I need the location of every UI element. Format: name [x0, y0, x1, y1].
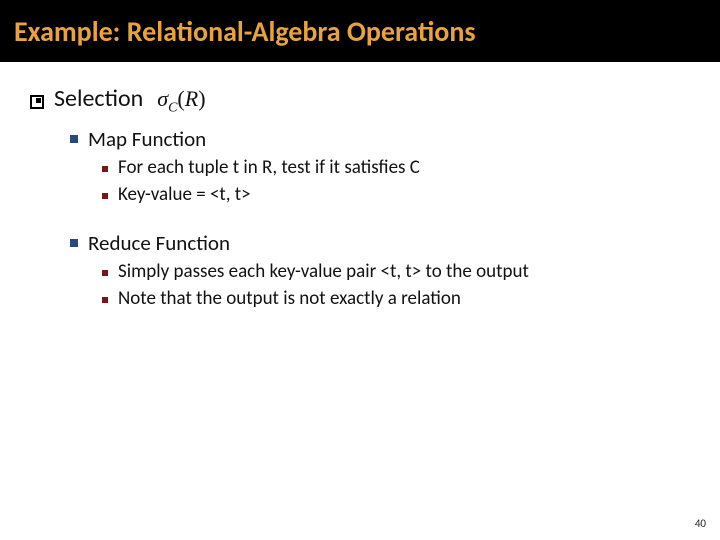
bullet-l3-icon: [102, 193, 108, 199]
bullet-l3-icon: [102, 166, 108, 172]
formula-sigma: σ: [157, 86, 168, 111]
item-text: Note that the output is not exactly a re…: [118, 287, 461, 310]
slide-content: Selection σC(R) Map Function For each tu…: [0, 62, 720, 310]
formula-arg: R: [185, 86, 198, 111]
item-text: Key-value = <t, t>: [118, 183, 251, 206]
formula-open-paren: (: [177, 86, 184, 111]
subsection-title: Map Function: [88, 126, 206, 152]
bullet-l2-icon: [70, 135, 78, 143]
item-row: Simply passes each key-value pair <t, t>…: [102, 260, 720, 283]
page-number: 40: [695, 517, 706, 530]
formula-subscript: C: [168, 100, 177, 115]
subsection-title: Reduce Function: [88, 230, 230, 256]
selection-formula: σC(R): [157, 86, 205, 116]
item-row: For each tuple t in R, test if it satisf…: [102, 156, 720, 179]
item-row: Key-value = <t, t>: [102, 183, 720, 206]
subsection-row: Map Function: [70, 126, 720, 152]
subsection-row: Reduce Function: [70, 230, 720, 256]
bullet-l1-icon: [30, 95, 44, 109]
bullet-l3-icon: [102, 270, 108, 276]
slide-title: Example: Relational-Algebra Operations: [14, 14, 476, 49]
item-row: Note that the output is not exactly a re…: [102, 287, 720, 310]
bullet-l3-icon: [102, 297, 108, 303]
bullet-l2-icon: [70, 239, 78, 247]
section-heading-label: Selection: [54, 84, 143, 113]
item-text: Simply passes each key-value pair <t, t>…: [118, 260, 529, 283]
formula-close-paren: ): [198, 86, 205, 111]
slide-header: Example: Relational-Algebra Operations: [0, 0, 720, 62]
item-text: For each tuple t in R, test if it satisf…: [118, 156, 420, 179]
section-heading-row: Selection σC(R): [30, 84, 720, 116]
section-heading: Selection σC(R): [54, 84, 206, 116]
